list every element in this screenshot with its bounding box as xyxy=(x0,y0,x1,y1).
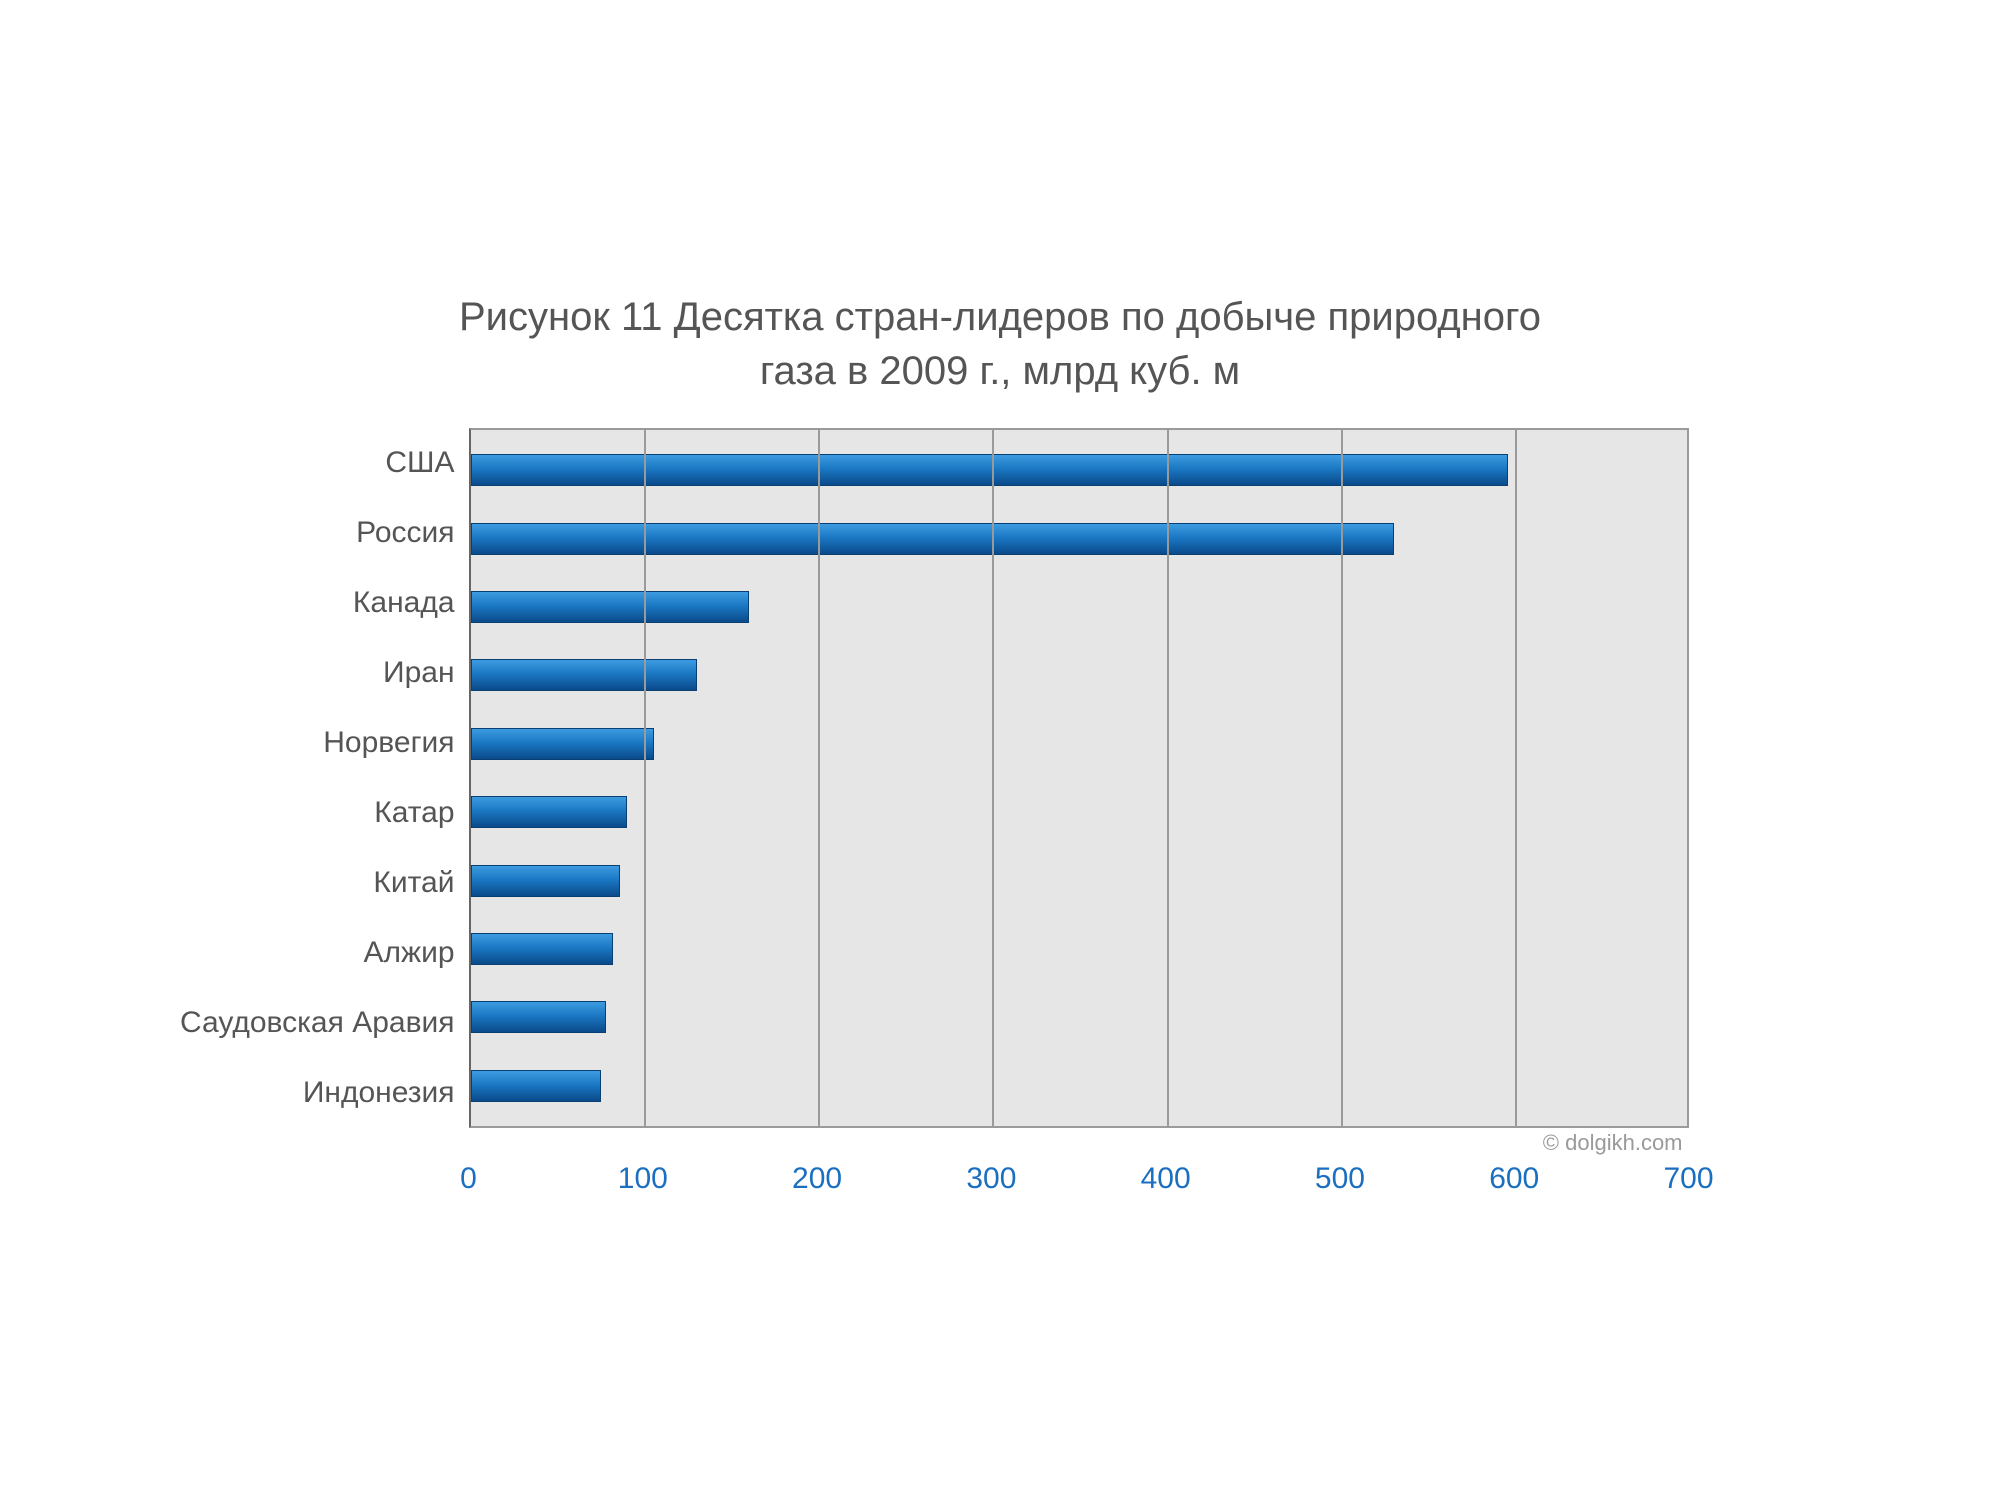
bar xyxy=(471,659,698,691)
x-axis-tick: 200 xyxy=(792,1162,842,1196)
y-axis-label: Китай xyxy=(180,868,455,898)
gridline xyxy=(1515,430,1517,1126)
chart-title: Рисунок 11 Десятка стран-лидеров по добы… xyxy=(180,290,1820,398)
bar xyxy=(471,796,628,828)
plot-area xyxy=(469,428,1689,1128)
gridline xyxy=(1341,430,1343,1126)
gridline xyxy=(1167,430,1169,1126)
chart-container: Рисунок 11 Десятка стран-лидеров по добы… xyxy=(180,290,1820,1178)
y-axis-label: Россия xyxy=(180,518,455,548)
chart-body: США Россия Канада Иран Норвегия Катар Китай Алж… xyxy=(180,428,1820,1178)
y-axis-label: Иран xyxy=(180,658,455,688)
bar xyxy=(471,865,621,897)
y-axis-labels: США Россия Канада Иран Норвегия Катар Китай Алж… xyxy=(180,428,469,1128)
y-axis-label: Канада xyxy=(180,588,455,618)
credit-text: © dolgikh.com xyxy=(1543,1130,1683,1156)
gridline xyxy=(644,430,646,1126)
bar xyxy=(471,728,654,760)
bar xyxy=(471,933,614,965)
bar xyxy=(471,1001,607,1033)
y-axis-label: США xyxy=(180,448,455,478)
bar xyxy=(471,454,1508,486)
bar xyxy=(471,523,1395,555)
x-axis-tick: 500 xyxy=(1315,1162,1365,1196)
x-axis-ticks: 0100200300400500600700 xyxy=(469,1154,1689,1204)
bar xyxy=(471,1070,602,1102)
x-axis-tick: 300 xyxy=(966,1162,1016,1196)
y-axis-label: Норвегия xyxy=(180,728,455,758)
x-axis-tick: 100 xyxy=(618,1162,668,1196)
chart-title-line1: Рисунок 11 Десятка стран-лидеров по добы… xyxy=(459,295,1541,339)
bars-layer xyxy=(471,430,1687,1126)
x-axis-tick: 400 xyxy=(1141,1162,1191,1196)
y-axis-label: Саудовская Аравия xyxy=(180,1008,455,1038)
chart-title-line2: газа в 2009 г., млрд куб. м xyxy=(760,349,1240,393)
gridline xyxy=(818,430,820,1126)
y-axis-label: Катар xyxy=(180,798,455,828)
plot-outer: © dolgikh.com 0100200300400500600700 xyxy=(469,428,1689,1178)
gridline xyxy=(992,430,994,1126)
x-axis-tick: 700 xyxy=(1663,1162,1713,1196)
x-axis-tick: 0 xyxy=(460,1162,477,1196)
x-axis-tick: 600 xyxy=(1489,1162,1539,1196)
bar xyxy=(471,591,750,623)
y-axis-label: Алжир xyxy=(180,938,455,968)
y-axis-label: Индонезия xyxy=(180,1078,455,1108)
